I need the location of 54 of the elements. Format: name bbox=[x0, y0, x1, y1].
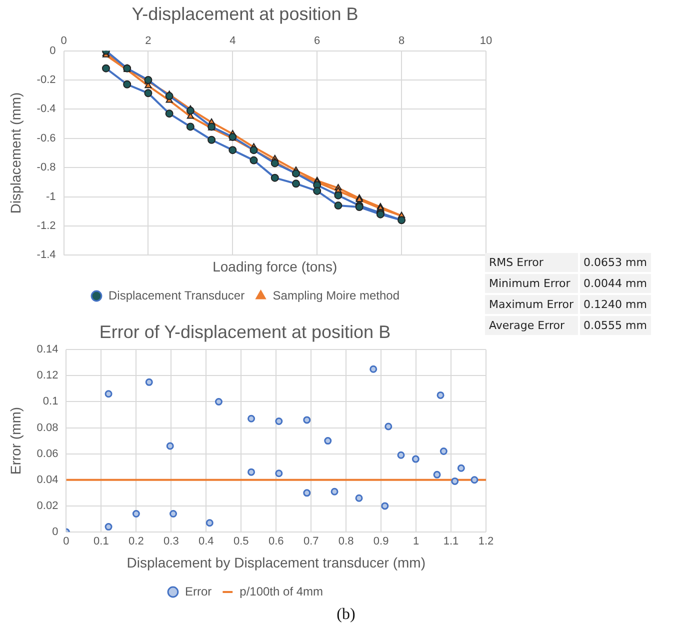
x-tick-label: 2 bbox=[145, 35, 152, 48]
y-tick-label: 0 bbox=[50, 44, 56, 57]
y-tick-label: -1 bbox=[46, 190, 56, 203]
x-tick-label: 8 bbox=[398, 35, 405, 48]
y-tick-label: 0.08 bbox=[36, 422, 58, 434]
text: 0.1240 mm bbox=[580, 295, 651, 314]
x-tick-label: 0.2 bbox=[128, 536, 144, 548]
x-tick-label: 0.9 bbox=[373, 536, 389, 548]
text: 0.0555 mm bbox=[580, 316, 651, 335]
x-tick-label: 1 bbox=[412, 536, 420, 548]
x-tick-label: 10 bbox=[480, 35, 492, 48]
text: (b) bbox=[336, 606, 356, 624]
legend-label: Error bbox=[184, 584, 212, 598]
chart-title: Error of Y-displacement at position B bbox=[99, 322, 391, 342]
text: Maximum Error bbox=[485, 295, 578, 314]
y-tick-label: 0.06 bbox=[36, 448, 58, 460]
x-tick-label: 0.4 bbox=[198, 536, 214, 548]
x-tick-label: 4 bbox=[230, 35, 236, 48]
y-tick-label: -0.4 bbox=[36, 103, 56, 116]
y-tick-label: -1.4 bbox=[36, 249, 56, 262]
x-tick-label: 0.1 bbox=[94, 536, 109, 548]
x-tick-label: 0.7 bbox=[303, 536, 319, 548]
text: Average Error bbox=[485, 316, 578, 335]
y-tick-label: -0.6 bbox=[36, 132, 56, 144]
y-tick-label: 0.02 bbox=[36, 500, 58, 512]
x-tick-label: 1.2 bbox=[478, 536, 494, 548]
legend-label: Displacement Transducer bbox=[108, 288, 245, 302]
chart-title: Y-displacement at position B bbox=[132, 4, 358, 24]
x-tick-label: 0 bbox=[63, 536, 70, 548]
y-tick-label: 0.1 bbox=[42, 396, 58, 408]
x-axis-title: Loading force (tons) bbox=[212, 258, 338, 274]
y-tick-label: 0.14 bbox=[36, 344, 58, 356]
x-tick-label: 0.8 bbox=[338, 536, 354, 548]
y-tick-label: 0 bbox=[52, 526, 58, 538]
x-tick-label: 0.5 bbox=[233, 536, 249, 548]
text: RMS Error bbox=[485, 253, 578, 272]
y-tick-label: 0.04 bbox=[36, 474, 58, 486]
text: 0.0044 mm bbox=[580, 274, 651, 293]
legend-label: Sampling Moire method bbox=[272, 288, 400, 302]
x-tick-label: 0 bbox=[60, 35, 67, 48]
text: 0.0653 mm bbox=[580, 253, 651, 272]
y-axis-title: Error (mm) bbox=[7, 406, 24, 475]
y-tick-label: -0.8 bbox=[36, 162, 56, 174]
text: Minimum Error bbox=[485, 274, 578, 293]
x-tick-label: 1.1 bbox=[443, 536, 459, 548]
y-tick-label: -0.2 bbox=[36, 74, 56, 86]
x-tick-label: 0.6 bbox=[268, 536, 284, 548]
legend-label: p/100th of 4mm bbox=[240, 584, 324, 598]
x-axis-title: Displacement by Displacement transducer (mm) bbox=[126, 554, 426, 570]
x-tick-label: 0.3 bbox=[164, 536, 179, 548]
y-tick-label: 0.12 bbox=[36, 370, 58, 382]
y-tick-label: -1.2 bbox=[36, 220, 56, 232]
x-tick-label: 6 bbox=[314, 35, 320, 48]
y-axis-title: Displacement (mm) bbox=[7, 92, 24, 214]
